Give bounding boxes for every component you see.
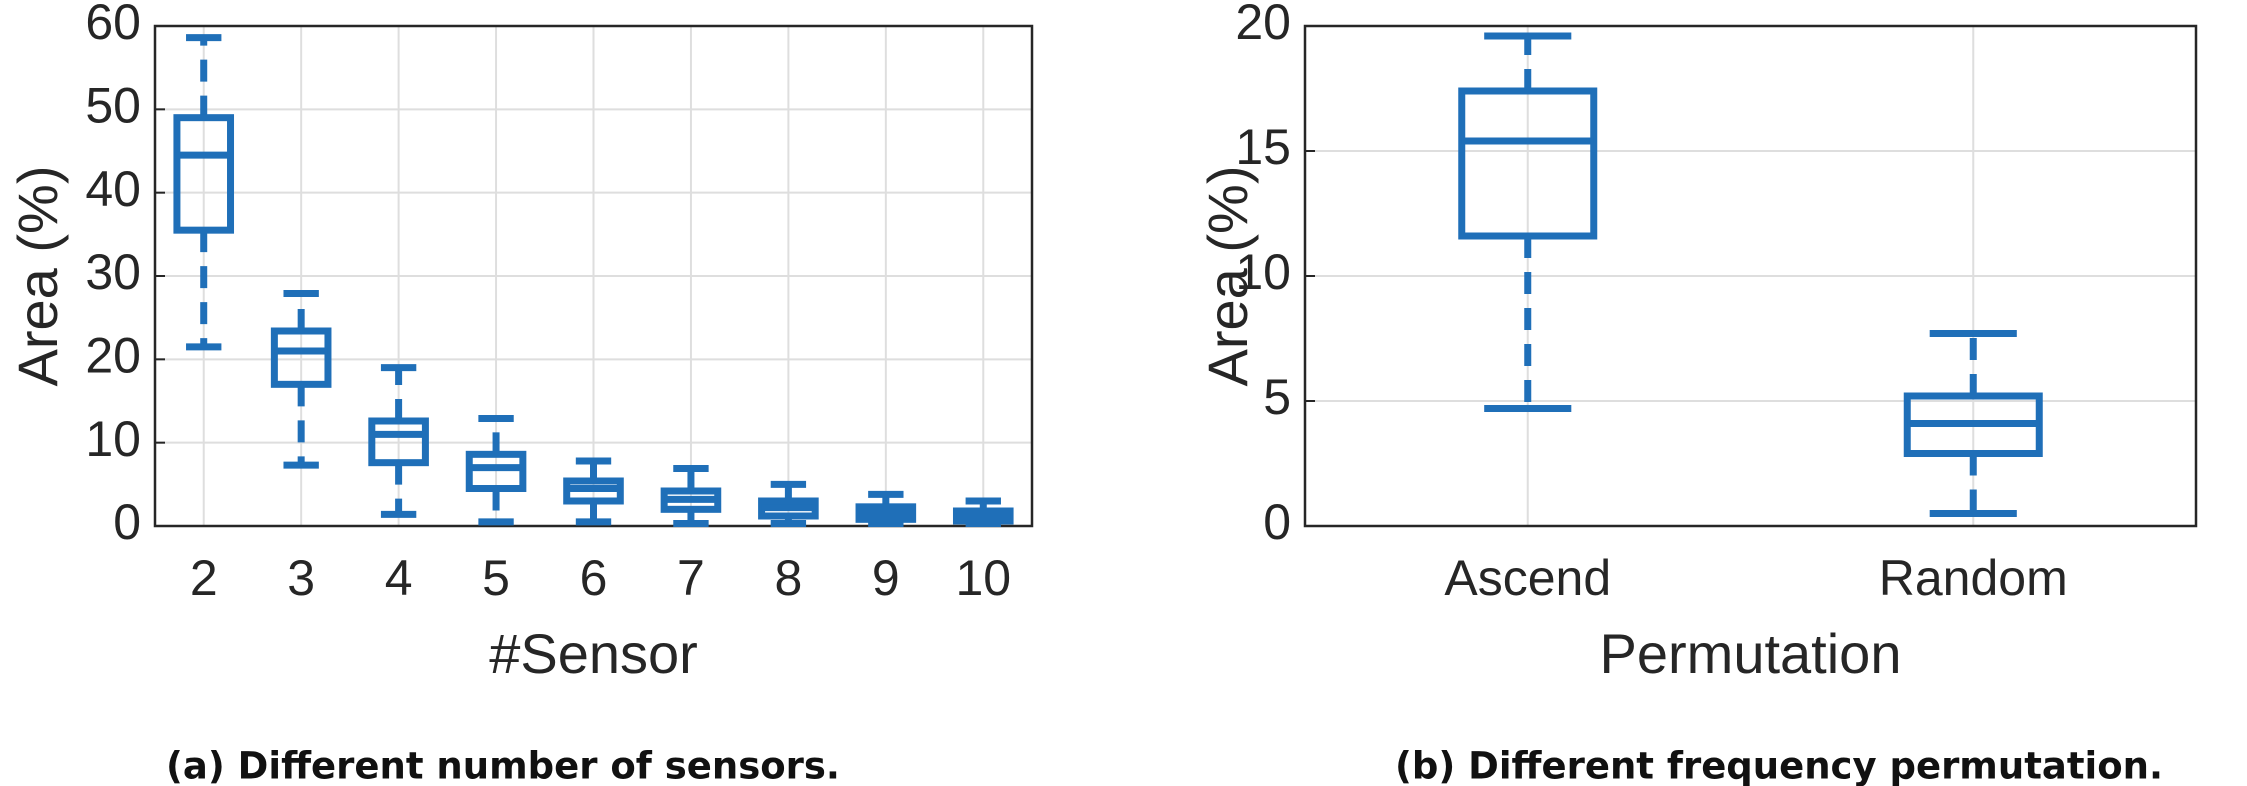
y-axis-label: Area (%) bbox=[6, 166, 69, 387]
box bbox=[465, 450, 527, 493]
x-tick-label: 6 bbox=[580, 550, 608, 606]
axes-box bbox=[153, 24, 1034, 528]
box bbox=[270, 327, 332, 388]
y-tick-label: 40 bbox=[85, 161, 141, 217]
caption: (a) Different number of sensors. bbox=[166, 745, 840, 786]
y-tick-label: 60 bbox=[85, 0, 141, 50]
y-tick-label: 20 bbox=[85, 328, 141, 384]
y-tick-label: 5 bbox=[1263, 369, 1291, 425]
x-tick-label: 3 bbox=[287, 550, 315, 606]
caption: (b) Different frequency permutation. bbox=[1395, 745, 2163, 786]
x-tick-label: 5 bbox=[482, 550, 510, 606]
y-tick-label: 15 bbox=[1235, 119, 1291, 175]
x-tick-label: 10 bbox=[955, 550, 1011, 606]
axes-box bbox=[1303, 24, 2198, 528]
y-tick-label: 10 bbox=[1235, 244, 1291, 300]
x-tick-label: 4 bbox=[385, 550, 413, 606]
y-tick-label: 50 bbox=[85, 78, 141, 134]
y-tick-label: 20 bbox=[1235, 0, 1291, 50]
box bbox=[1458, 87, 1598, 240]
x-tick-label: 2 bbox=[190, 550, 218, 606]
x-tick-label: 7 bbox=[677, 550, 705, 606]
x-tick-label: 9 bbox=[872, 550, 900, 606]
y-axis-label: Area (%) bbox=[1196, 166, 1259, 387]
box bbox=[173, 114, 235, 234]
y-tick-label: 10 bbox=[85, 411, 141, 467]
y-tick-label: 0 bbox=[1263, 494, 1291, 550]
y-tick-label: 30 bbox=[85, 244, 141, 300]
box bbox=[368, 417, 429, 467]
x-axis-label: #Sensor bbox=[489, 622, 698, 685]
x-tick-label: Ascend bbox=[1444, 550, 1611, 606]
x-tick-label: 8 bbox=[774, 550, 802, 606]
y-tick-label: 0 bbox=[113, 494, 141, 550]
x-axis-label: Permutation bbox=[1600, 622, 1902, 685]
x-tick-label: Random bbox=[1879, 550, 2068, 606]
